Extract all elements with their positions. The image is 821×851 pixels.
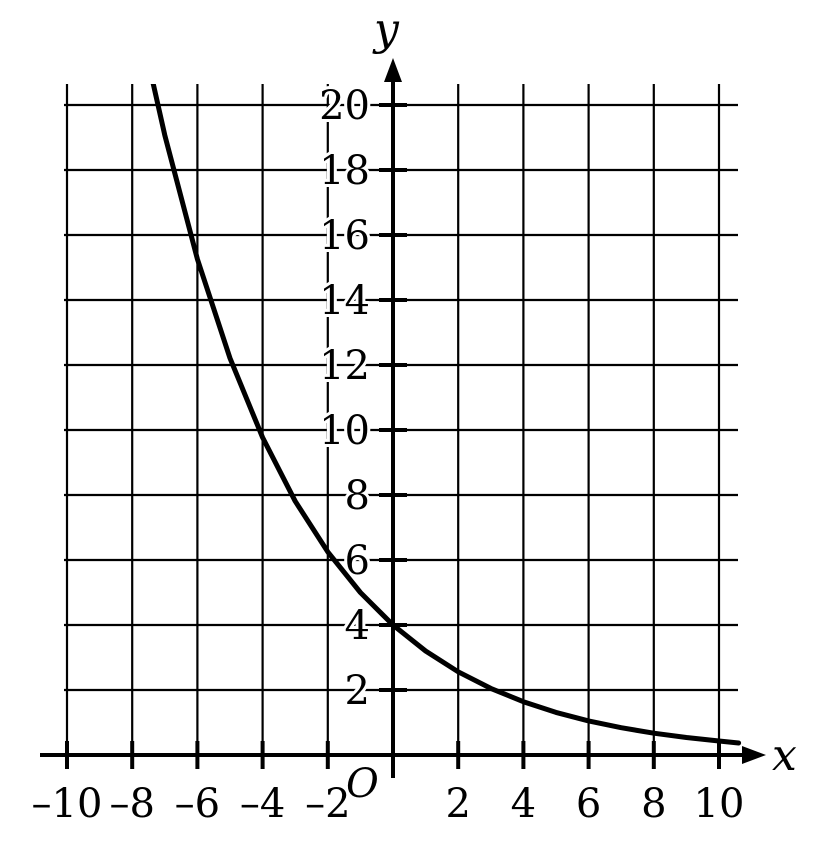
x-tick-label: –6 — [175, 781, 220, 827]
x-tick-label: 6 — [576, 781, 601, 827]
y-tick-label: 8 — [345, 473, 370, 519]
x-tick-label: –4 — [240, 781, 285, 827]
series-line — [150, 84, 742, 746]
origin-label: O — [346, 761, 379, 807]
axes — [40, 58, 766, 778]
y-tick-label: 18 — [319, 148, 370, 194]
x-tick-label: 10 — [694, 781, 745, 827]
x-tick-label: 8 — [641, 781, 666, 827]
y-tick-label: 4 — [345, 603, 370, 649]
y-tick-label: 12 — [319, 343, 370, 389]
y-axis-arrow-icon — [384, 58, 402, 82]
x-axis-arrow-icon — [742, 746, 766, 764]
x-axis-label: x — [772, 730, 797, 781]
y-tick-label: 10 — [319, 408, 370, 454]
y-axis-label: y — [372, 4, 400, 55]
x-tick-label: –2 — [305, 781, 350, 827]
y-tick-label: 2 — [345, 668, 370, 714]
x-tick-label: 4 — [511, 781, 536, 827]
y-tick-label: 14 — [319, 278, 370, 324]
y-tick-label: 16 — [319, 213, 370, 259]
x-tick-label: 2 — [445, 781, 470, 827]
grid — [64, 84, 738, 755]
x-tick-label: –10 — [32, 781, 103, 827]
x-ticks: –10 –8 –6 –4 –2 2 4 6 8 10 — [32, 741, 745, 827]
x-tick-label: –8 — [109, 781, 154, 827]
y-tick-label: 20 — [319, 83, 370, 129]
